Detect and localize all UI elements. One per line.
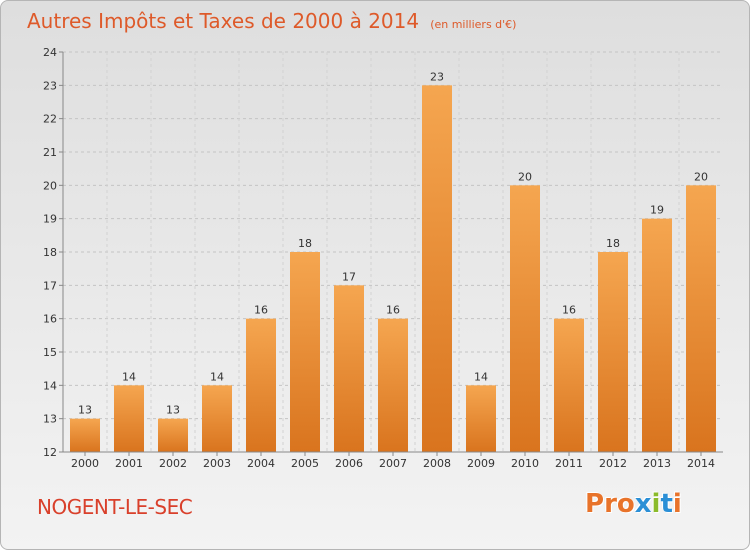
bar-2002: [158, 418, 188, 452]
x-tick-label-2000: 2000: [71, 457, 99, 470]
y-tick-label: 22: [43, 113, 57, 126]
value-label-2000: 13: [78, 404, 92, 417]
bar-2006: [334, 285, 364, 452]
bar-2004: [246, 318, 276, 452]
value-label-2011: 16: [562, 304, 576, 317]
value-label-2003: 14: [210, 370, 224, 383]
brand-letter: i: [672, 489, 682, 519]
bar-2014: [686, 185, 716, 453]
value-label-2014: 20: [694, 170, 708, 183]
x-tick-label-2008: 2008: [423, 457, 451, 470]
bar-2010: [510, 185, 540, 453]
x-tick-label-2014: 2014: [687, 457, 715, 470]
value-label-2009: 14: [474, 370, 488, 383]
bar-layer: [70, 85, 716, 453]
y-tick-label: 13: [43, 413, 57, 426]
x-tick-label-2001: 2001: [115, 457, 143, 470]
y-tick-label: 18: [43, 246, 57, 259]
bar-2011: [554, 318, 584, 452]
value-label-2007: 16: [386, 304, 400, 317]
y-tick-label: 14: [43, 379, 57, 392]
bar-2005: [290, 252, 320, 452]
bar-2000: [70, 418, 100, 452]
y-tick-label: 21: [43, 146, 57, 159]
brand-letter: o: [616, 489, 635, 519]
y-tick-label: 24: [43, 46, 57, 59]
bar-2008: [422, 85, 452, 452]
value-label-2001: 14: [122, 370, 136, 383]
bar-2013: [642, 218, 672, 452]
value-label-2010: 20: [518, 170, 532, 183]
commune-name: NOGENT-LE-SEC: [37, 495, 193, 519]
chart-title-row: Autres Impôts et Taxes de 2000 à 2014 (e…: [27, 9, 516, 33]
value-label-2002: 13: [166, 404, 180, 417]
x-tick-label-2010: 2010: [511, 457, 539, 470]
x-tick-label-2005: 2005: [291, 457, 319, 470]
proxiti-logo: Proxiti: [585, 489, 682, 519]
value-label-2013: 19: [650, 204, 664, 217]
y-tick-label: 20: [43, 179, 57, 192]
y-tick-label: 12: [43, 446, 57, 459]
x-tick-label-2009: 2009: [467, 457, 495, 470]
x-tick-label-2002: 2002: [159, 457, 187, 470]
brand-letter: P: [585, 489, 605, 519]
axis-layer: 12 13 14 15 16 17 18 19 20 21 22 23 24 2000 2001 2002 20…: [43, 46, 723, 470]
y-tick-label: 17: [43, 279, 57, 292]
y-tick-label: 16: [43, 313, 57, 326]
bar-2012: [598, 252, 628, 452]
x-tick-label-2011: 2011: [555, 457, 583, 470]
bar-2003: [202, 385, 232, 452]
bar-2001: [114, 385, 144, 452]
bar-2007: [378, 318, 408, 452]
y-tick-label: 15: [43, 346, 57, 359]
y-tick-label: 19: [43, 213, 57, 226]
x-tick-label-2003: 2003: [203, 457, 231, 470]
value-label-2006: 17: [342, 270, 356, 283]
label-layer: 13 14 13 14 16 18 17 16 23 14 20 16 18 19 20: [78, 70, 708, 416]
y-tick-label: 23: [43, 79, 57, 92]
chart-unit: (en milliers d'€): [430, 18, 517, 31]
x-tick-label-2012: 2012: [599, 457, 627, 470]
brand-letter: x: [634, 489, 652, 519]
x-tick-label-2013: 2013: [643, 457, 671, 470]
brand-letter: t: [660, 489, 673, 519]
value-label-2008: 23: [430, 70, 444, 83]
value-label-2012: 18: [606, 237, 620, 250]
chart-title: Autres Impôts et Taxes de 2000 à 2014: [27, 9, 420, 33]
x-tick-label-2004: 2004: [247, 457, 275, 470]
brand-letter: i: [651, 489, 661, 519]
brand-letter: r: [604, 489, 617, 519]
x-tick-label-2006: 2006: [335, 457, 363, 470]
bar-2009: [466, 385, 496, 452]
x-tick-label-2007: 2007: [379, 457, 407, 470]
value-label-2004: 16: [254, 304, 268, 317]
value-label-2005: 18: [298, 237, 312, 250]
